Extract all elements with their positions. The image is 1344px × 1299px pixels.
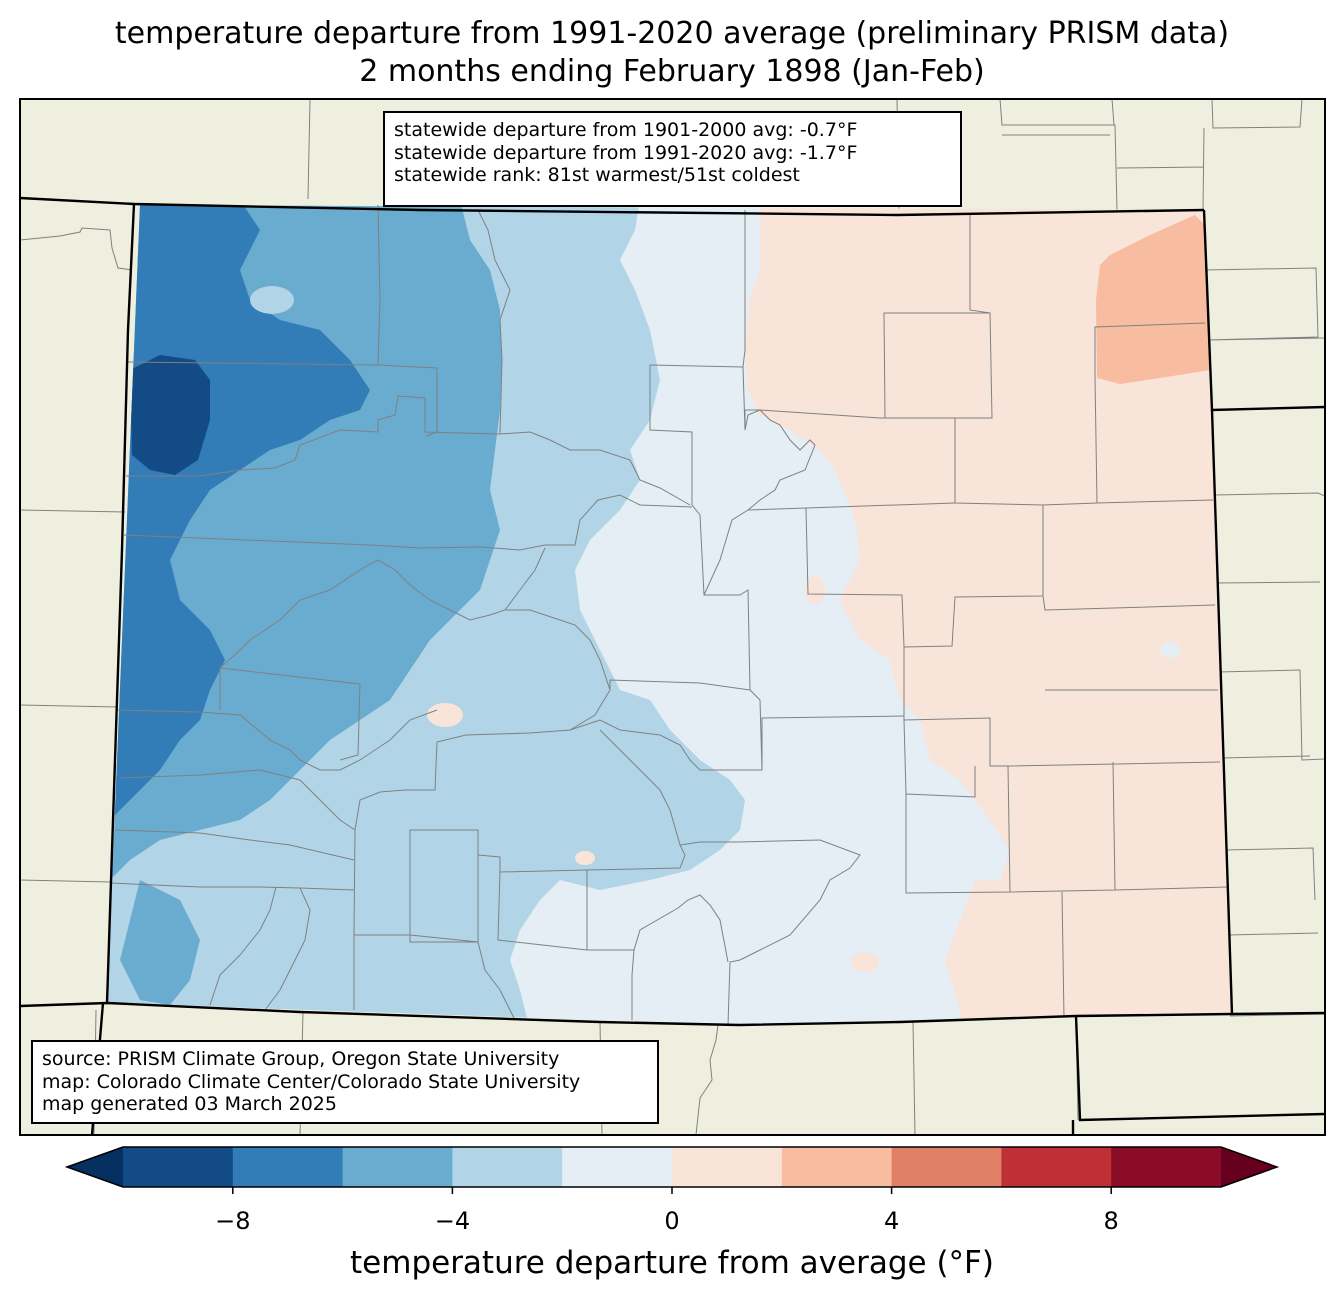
colorbar-label: temperature departure from average (°F) [350,1245,994,1281]
departure-fill [107,205,1232,1025]
colorbar-extend-high [1221,1147,1277,1187]
credit-generated: map generated 03 March 2025 [42,1093,337,1115]
map-frame [19,98,1326,1136]
colorbar-bin [562,1147,673,1187]
credits-box: source: PRISM Climate Group, Oregon Stat… [31,1040,659,1124]
stats-departure-1901-2000: statewide departure from 1901-2000 avg: … [394,119,858,141]
colorbar-ticks: −8 −4 0 4 8 [215,1187,1119,1235]
map-title: temperature departure from 1991-2020 ave… [114,16,1230,51]
colorbar-bin [781,1147,893,1187]
colorbar-bin [891,1147,1002,1187]
statewide-stats-box: statewide departure from 1901-2000 avg: … [383,111,962,207]
credit-map: map: Colorado Climate Center/Colorado St… [42,1070,581,1093]
colorbar-tick-label: 8 [1104,1207,1119,1235]
colorbar-bin [672,1147,783,1187]
stats-departure-1991-2020: statewide departure from 1991-2020 avg: … [394,141,858,164]
colorbar [64,1146,1280,1188]
colorbar-bin [232,1147,344,1187]
stats-rank: statewide rank: 81st warmest/51st coldes… [394,164,800,186]
colorbar-bin [342,1147,453,1187]
state-boundaries [19,196,1326,1136]
colorbar-tick-label: 4 [884,1207,899,1235]
county-lines [109,204,1229,1026]
colorbar-bin [1111,1147,1222,1187]
colorbar-tick-label: 0 [664,1207,679,1235]
colorbar-tick-label: −4 [435,1207,470,1235]
colorbar-bin [123,1147,234,1187]
colorbar-bin [452,1147,563,1187]
colorbar-extend-low [67,1147,123,1187]
colorbar-bin [1001,1147,1112,1187]
colorbar-tick-label: −8 [215,1207,250,1235]
map-subtitle: 2 months ending February 1898 (Jan-Feb) [359,54,985,89]
colorbar-outline [64,1146,1280,1188]
credit-source: source: PRISM Climate Group, Oregon Stat… [42,1048,560,1070]
